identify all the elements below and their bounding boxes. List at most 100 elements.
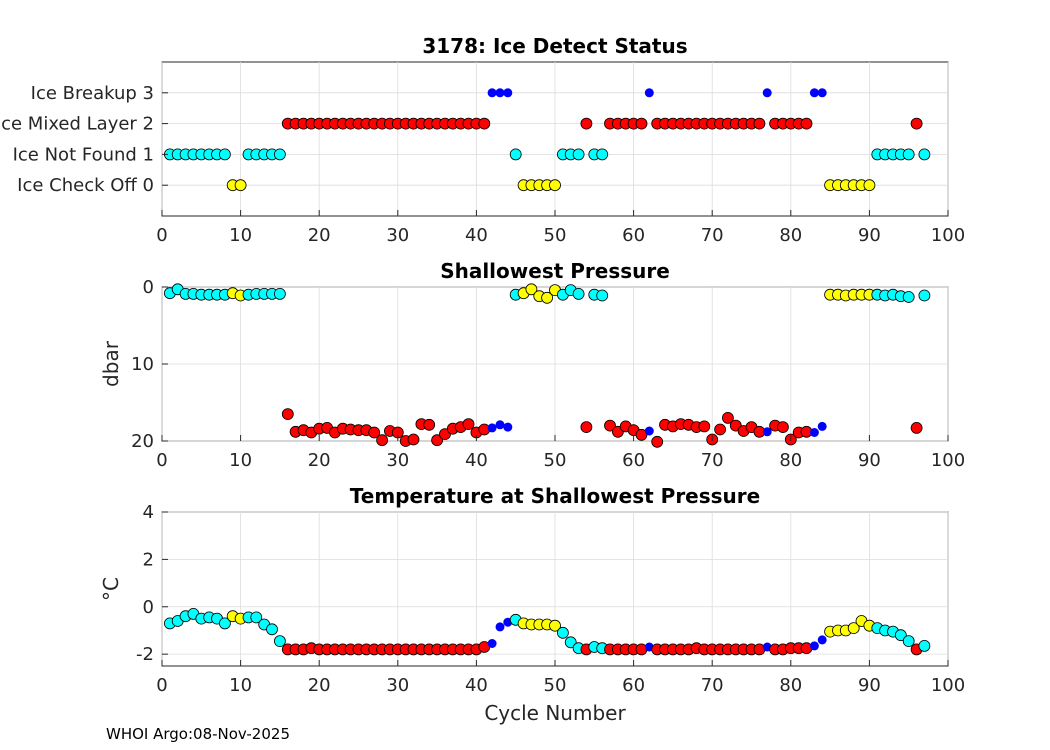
pressure-ylabel: dbar — [99, 340, 123, 387]
data-point — [503, 88, 513, 98]
x-tick-label: 60 — [622, 225, 645, 246]
data-point — [431, 434, 444, 447]
ice-status-axes: 0 10 20 30 40 50 60 70 80 90 100 Ice Check Off 0 Ice… — [0, 34, 965, 246]
data-point — [817, 88, 827, 98]
x-tick-label: 70 — [701, 675, 724, 696]
y-tick-label: 2 — [143, 549, 154, 570]
x-tick-label: 40 — [465, 450, 488, 471]
data-point — [753, 117, 766, 130]
x-tick-label: 0 — [156, 675, 167, 696]
data-point — [809, 641, 819, 651]
data-point — [234, 179, 247, 192]
data-point — [462, 418, 475, 431]
data-point — [580, 421, 593, 434]
x-tick-label: 10 — [229, 675, 252, 696]
data-point — [503, 422, 513, 432]
data-point — [809, 88, 819, 98]
data-point — [910, 421, 923, 434]
x-tick-label: 30 — [386, 225, 409, 246]
data-point — [580, 117, 593, 130]
data-point — [817, 421, 827, 431]
data-point — [604, 419, 616, 432]
y-tick-label: Ice Mixed Layer 2 — [0, 114, 154, 135]
temperature-ylabel: °C — [99, 577, 123, 601]
data-point — [918, 640, 931, 652]
data-point — [281, 408, 294, 421]
data-point — [218, 617, 231, 630]
x-tick-label: 60 — [622, 675, 645, 696]
data-point — [572, 287, 585, 300]
data-point — [863, 179, 876, 192]
footer-stamp: WHOI Argo:08-Nov-2025 — [106, 725, 290, 743]
x-tick-label: 100 — [931, 450, 965, 471]
data-point — [777, 421, 789, 434]
x-tick-label: 90 — [858, 450, 881, 471]
y-tick-label: 0 — [143, 277, 154, 298]
data-point — [722, 411, 734, 424]
data-point — [495, 88, 505, 98]
data-point — [902, 291, 915, 303]
x-tick-label: 100 — [931, 225, 965, 246]
data-point — [273, 148, 286, 161]
data-point — [800, 117, 813, 130]
shallowest-pressure-axes: 0 10 20 30 40 50 60 70 80 90 100 0 10 20 Shallowest P… — [99, 259, 965, 471]
data-point — [273, 287, 286, 300]
x-tick-label: 90 — [858, 675, 881, 696]
pressure-title: Shallowest Pressure — [440, 259, 670, 283]
data-point — [635, 117, 648, 130]
x-tick-label: 70 — [701, 225, 724, 246]
x-tick-label: 70 — [701, 450, 724, 471]
x-tick-label: 30 — [386, 450, 409, 471]
x-tick-label: 40 — [465, 675, 488, 696]
x-tick-label: 0 — [156, 225, 167, 246]
x-tick-label: 100 — [931, 675, 965, 696]
data-point — [698, 420, 711, 433]
data-point — [651, 435, 664, 448]
data-point — [487, 423, 497, 433]
y-tick-label: Ice Check Off 0 — [17, 175, 154, 196]
data-point — [902, 148, 915, 161]
data-point — [762, 427, 772, 437]
data-point — [478, 117, 491, 130]
x-tick-label: 40 — [465, 225, 488, 246]
xaxis-label: Cycle Number — [484, 701, 626, 725]
data-point — [918, 148, 931, 161]
data-point — [541, 291, 553, 304]
data-point — [495, 622, 505, 632]
data-point — [644, 88, 654, 98]
data-point — [368, 426, 381, 439]
y-tick-label: 10 — [131, 354, 154, 375]
data-point — [557, 626, 569, 639]
data-point — [910, 117, 923, 130]
x-tick-label: 30 — [386, 675, 409, 696]
x-tick-label: 20 — [308, 225, 331, 246]
y-tick-label: Ice Not Found 1 — [13, 144, 154, 165]
x-tick-label: 60 — [622, 450, 645, 471]
data-point — [407, 433, 420, 446]
y-tick-label: 0 — [143, 597, 154, 618]
data-point — [376, 434, 389, 447]
data-point — [423, 418, 436, 431]
data-point — [487, 88, 497, 98]
data-point — [525, 283, 538, 296]
data-point — [596, 289, 609, 302]
x-tick-label: 20 — [308, 450, 331, 471]
data-point — [487, 639, 497, 648]
x-tick-label: 80 — [779, 450, 802, 471]
ice-status-title: 3178: Ice Detect Status — [422, 34, 687, 58]
y-tick-label: 4 — [143, 502, 154, 523]
data-point — [273, 635, 286, 647]
x-tick-label: 20 — [308, 675, 331, 696]
data-point — [809, 428, 819, 437]
y-tick-label: 20 — [131, 431, 154, 452]
data-point — [596, 148, 609, 161]
x-tick-label: 50 — [544, 450, 567, 471]
data-point — [495, 420, 505, 430]
data-point — [549, 179, 561, 192]
x-tick-label: 50 — [544, 675, 567, 696]
x-tick-label: 10 — [229, 450, 252, 471]
data-point — [644, 426, 654, 436]
temperature-title: Temperature at Shallowest Pressure — [350, 484, 760, 508]
